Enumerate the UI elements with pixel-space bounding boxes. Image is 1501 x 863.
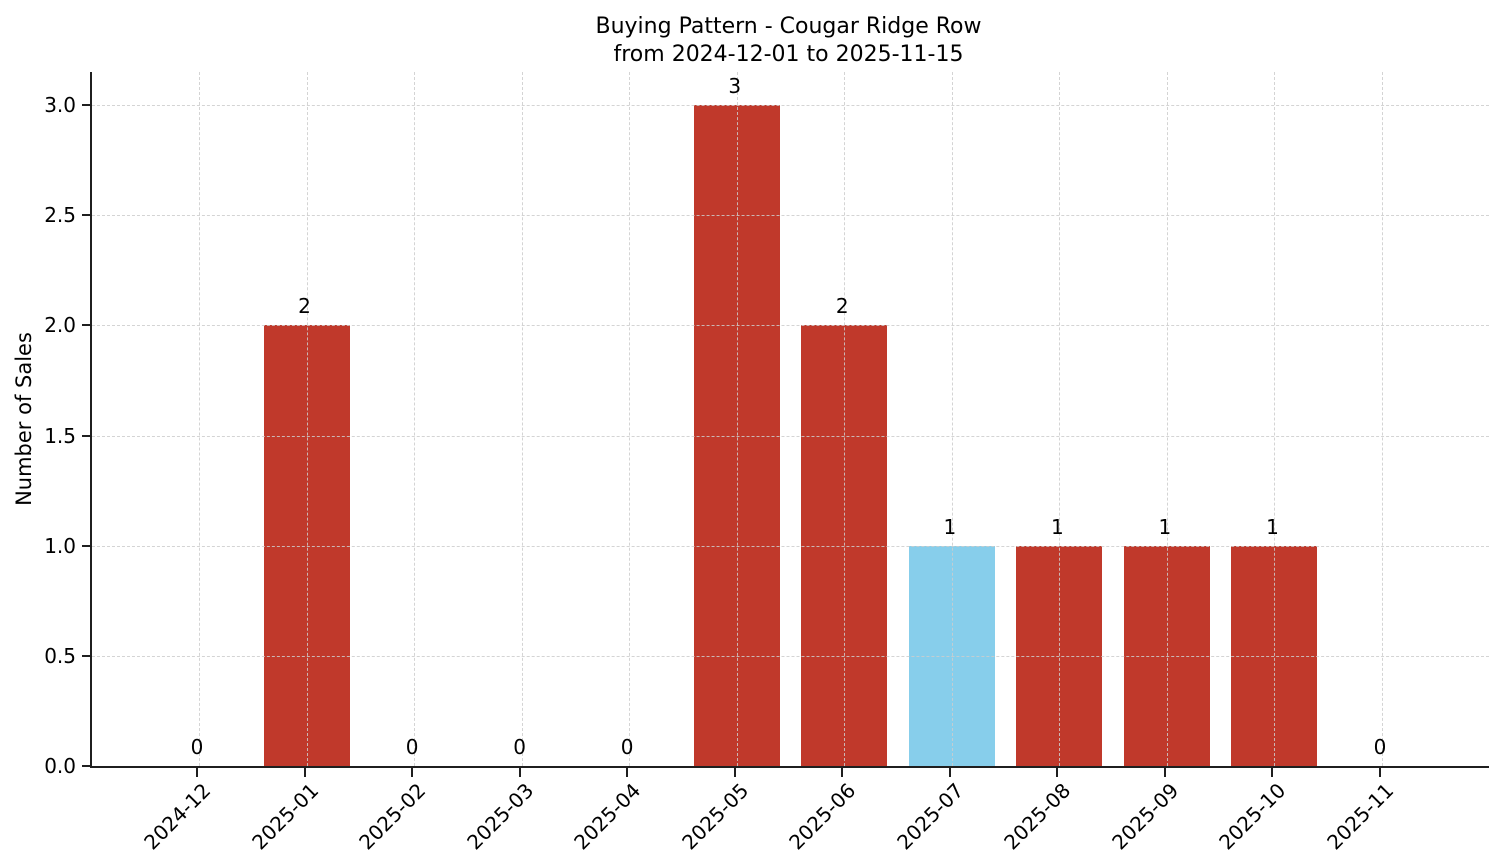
h-gridline-1 [92,545,1489,547]
x-tick-label-2024-12: 2024-12 [139,778,216,855]
bar-value-label-2025-11: 0 [1373,735,1387,759]
bar-value-label-2025-06: 2 [835,294,849,319]
y-tick-label-0.0: 0.0 [44,754,76,778]
y-tick-label-2.5: 2.5 [44,203,76,228]
y-tick-mark-2.5 [82,214,90,217]
bar-value-label-2025-04: 0 [620,735,634,759]
bar-value-label-2025-01: 2 [298,294,311,319]
x-tick-mark-2025-06 [841,768,844,777]
v-gridline-2024-12 [199,72,200,766]
y-tick-mark-1.5 [82,434,90,437]
x-tick-mark-2025-03 [518,768,521,777]
x-tick-mark-2025-09 [1163,768,1166,777]
bar-value-label-2025-09: 1 [1158,514,1172,539]
x-tick-label-2025-10: 2025-10 [1214,778,1291,855]
h-gridline-0.5 [92,655,1489,657]
bar-value-label-2025-05: 3 [728,74,742,99]
v-gridline-2025-02 [414,72,416,766]
h-gridline-2 [92,325,1489,327]
chart-title-line1: Buying Pattern - Cougar Ridge Row [595,14,982,39]
x-tick-mark-2025-05 [733,768,736,777]
chart-title-line2: from 2024-12-01 to 2025-11-15 [613,42,964,67]
bar-value-label-2025-08: 1 [1050,514,1064,539]
x-tick-mark-2025-08 [1056,768,1059,777]
y-tick-mark-0.0 [82,765,90,767]
y-tick-mark-2.0 [82,324,90,327]
y-tick-label-1.0: 1.0 [44,533,76,558]
chart-title: Buying Pattern - Cougar Ridge Row from 2… [90,13,1487,69]
bar-value-label-2024-12: 0 [190,735,204,759]
bar-value-label-2025-02: 0 [405,735,419,759]
y-axis-label: Number of Sales [12,332,36,506]
v-gridline-2025-09 [1166,72,1168,766]
x-tick-label-2025-01: 2025-01 [246,778,323,855]
v-gridline-2025-03 [521,72,523,766]
y-tick-mark-3.0 [82,104,90,107]
v-gridline-2025-07 [951,72,953,766]
x-tick-mark-2025-02 [411,768,414,777]
y-tick-label-2.0: 2.0 [44,313,76,338]
x-tick-label-2025-05: 2025-05 [676,778,753,855]
y-tick-mark-0.5 [82,654,90,657]
h-gridline-3 [92,105,1489,107]
v-gridline-2025-10 [1274,72,1276,766]
bar-value-label-2025-07: 1 [943,514,957,539]
x-tick-label-2025-03: 2025-03 [461,778,538,855]
v-gridline-2025-01 [306,72,308,766]
bar-value-label-2025-03: 0 [513,735,526,759]
y-tick-mark-1.0 [82,544,90,547]
y-tick-label-0.5: 0.5 [44,643,76,668]
bar-value-label-2025-10: 1 [1266,514,1279,539]
v-gridline-2025-11 [1382,72,1383,766]
y-tick-label-1.5: 1.5 [44,423,76,448]
y-tick-label-3.0: 3.0 [44,93,76,118]
x-tick-mark-2025-07 [948,768,951,777]
v-gridline-2025-04 [629,72,631,766]
x-tick-label-2025-09: 2025-09 [1107,778,1184,855]
v-gridline-2025-06 [844,72,846,766]
h-gridline-2.5 [92,215,1489,217]
x-tick-mark-2025-04 [626,768,629,777]
h-gridline-1.5 [92,435,1489,437]
x-tick-mark-2025-10 [1271,768,1274,777]
x-tick-mark-2024-12 [196,768,198,777]
v-gridline-2025-08 [1059,72,1061,766]
v-gridline-2025-05 [736,72,738,766]
x-tick-mark-2025-01 [303,768,306,777]
plot-area [90,72,1489,768]
x-tick-mark-2025-11 [1379,768,1381,777]
x-tick-label-2025-07: 2025-07 [892,778,969,855]
x-tick-label-2025-11: 2025-11 [1322,778,1399,855]
